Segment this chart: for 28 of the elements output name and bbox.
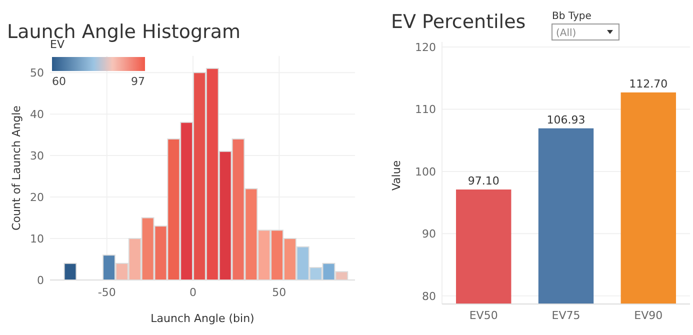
y-axis-title: Count of Launch Angle <box>10 105 23 230</box>
text: (All) <box>556 28 576 39</box>
y-tick-label: 50 <box>30 66 44 80</box>
data-label: 112.70 <box>629 77 668 90</box>
y-tick-label: 120 <box>415 40 436 54</box>
data-label: 97.10 <box>468 174 500 188</box>
y-tick-label: 100 <box>415 165 436 178</box>
y-tick-label: 0 <box>37 274 44 287</box>
y-tick-label: 20 <box>30 190 44 204</box>
x-tick-label: EV75 <box>552 309 580 322</box>
x-tick-label: 0 <box>190 286 197 299</box>
y-tick-label: 40 <box>30 108 44 121</box>
y-tick-label: 30 <box>30 149 44 162</box>
x-tick-label: EV90 <box>634 309 663 322</box>
x-tick-label: 50 <box>272 286 286 299</box>
annotation: 60 <box>52 75 66 88</box>
annotation: 97 <box>131 75 145 88</box>
y-axis-title: Value <box>390 160 403 191</box>
x-axis-title: Launch Angle (bin) <box>150 312 254 325</box>
data-label: 106.93 <box>546 113 586 126</box>
chart-title: EV Percentiles <box>391 11 526 33</box>
y-tick-label: 90 <box>422 228 436 241</box>
x-tick-label: -50 <box>98 286 116 299</box>
y-tick-label: 110 <box>415 103 436 116</box>
y-tick-label: 10 <box>30 232 44 246</box>
text: Bb Type <box>552 11 592 22</box>
y-tick-label: 80 <box>422 290 436 303</box>
x-tick-label: EV50 <box>469 309 498 322</box>
